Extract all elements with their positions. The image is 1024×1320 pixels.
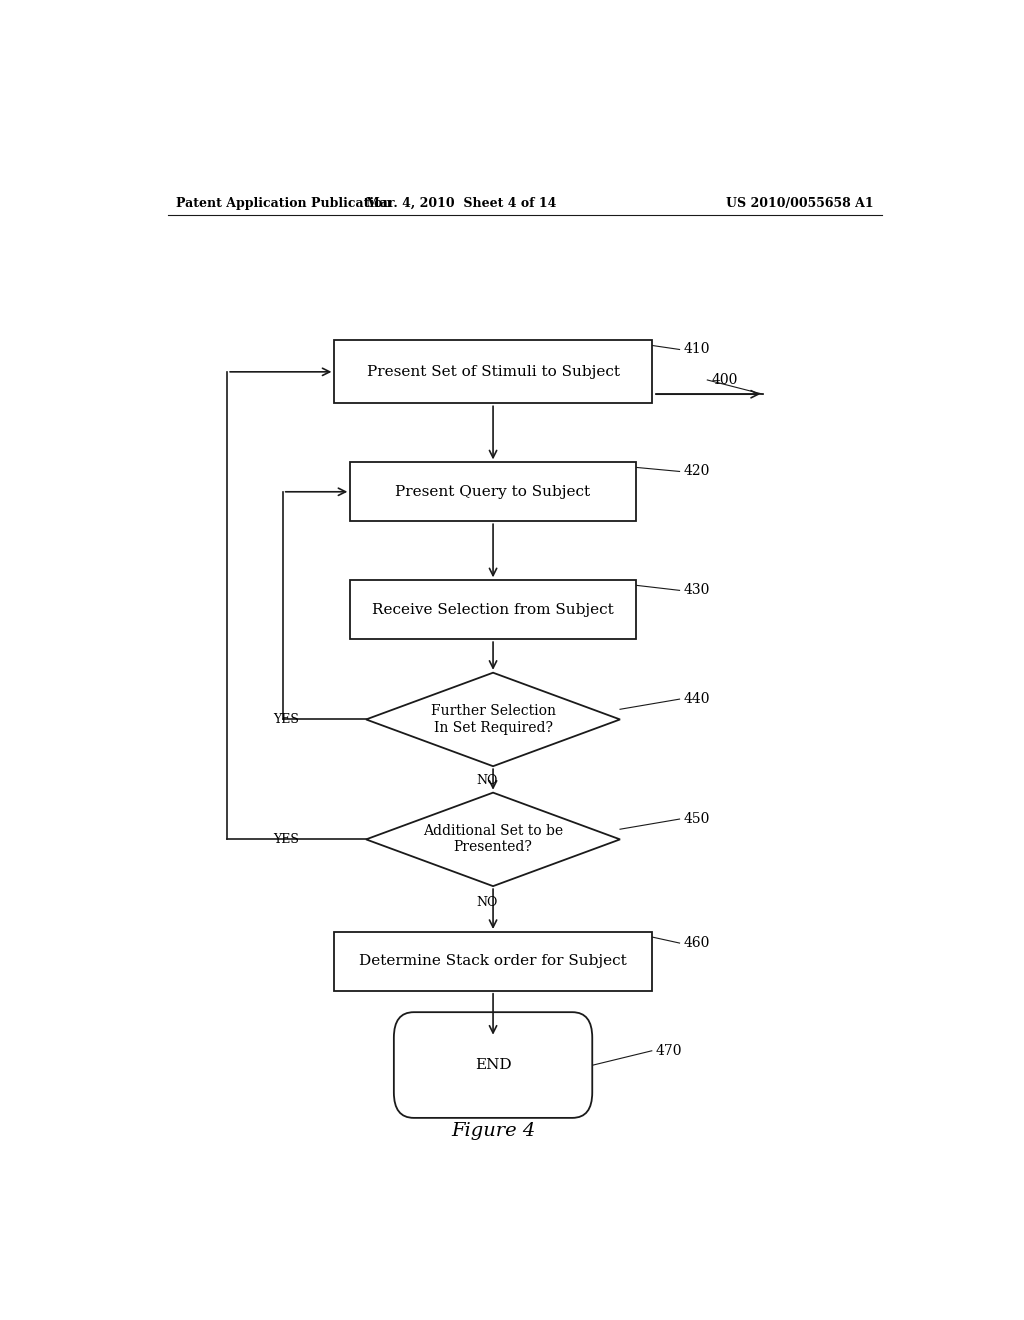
Text: US 2010/0055658 A1: US 2010/0055658 A1 [726,197,873,210]
Text: 410: 410 [684,342,710,356]
Text: 440: 440 [684,692,710,706]
Text: Determine Stack order for Subject: Determine Stack order for Subject [359,954,627,969]
Text: YES: YES [272,833,299,846]
Text: YES: YES [272,713,299,726]
FancyBboxPatch shape [350,581,636,639]
Text: Patent Application Publication: Patent Application Publication [176,197,391,210]
Text: 470: 470 [655,1044,682,1057]
FancyBboxPatch shape [334,341,652,404]
Text: Further Selection
In Set Required?: Further Selection In Set Required? [430,705,556,734]
FancyBboxPatch shape [334,932,652,991]
Text: NO: NO [477,896,499,909]
Polygon shape [367,792,620,886]
Text: 400: 400 [712,374,737,387]
FancyBboxPatch shape [394,1012,592,1118]
Text: Mar. 4, 2010  Sheet 4 of 14: Mar. 4, 2010 Sheet 4 of 14 [367,197,556,210]
FancyBboxPatch shape [350,462,636,521]
Text: 430: 430 [684,583,710,598]
Text: Present Query to Subject: Present Query to Subject [395,484,591,499]
Text: 450: 450 [684,812,710,826]
Text: 420: 420 [684,465,710,478]
Text: Figure 4: Figure 4 [451,1122,536,1140]
Text: END: END [475,1059,511,1072]
Text: NO: NO [477,774,499,787]
Text: Receive Selection from Subject: Receive Selection from Subject [372,603,614,616]
Text: 460: 460 [684,936,710,950]
Polygon shape [367,673,620,766]
Text: Additional Set to be
Presented?: Additional Set to be Presented? [423,824,563,854]
Text: Present Set of Stimuli to Subject: Present Set of Stimuli to Subject [367,364,620,379]
